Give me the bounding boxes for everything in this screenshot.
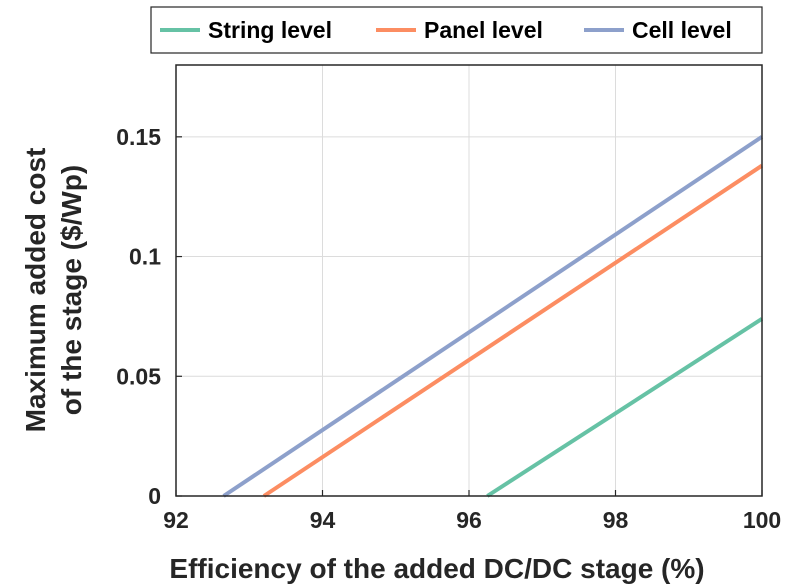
series-line-cell-level <box>222 135 764 498</box>
y-axis-title-line-2: of the stage ($/Wp) <box>56 165 87 415</box>
y-axis-title-line-1: Maximum added cost <box>20 148 51 433</box>
y-tick-label: 0.05 <box>116 363 161 389</box>
x-axis-title: Efficiency of the added DC/DC stage (%) <box>169 553 704 584</box>
legend-label-panel-level: Panel level <box>424 17 543 43</box>
y-axis-title: Maximum added cost of the stage ($/Wp) <box>20 148 87 433</box>
grid <box>176 65 762 496</box>
legend-label-string-level: String level <box>208 17 332 43</box>
y-tick-label: 0.1 <box>129 244 161 270</box>
x-tick-label: 92 <box>163 507 189 533</box>
y-tick-label: 0.15 <box>116 124 161 150</box>
legend-box <box>150 6 763 54</box>
series-lines <box>222 135 764 498</box>
legend-label-cell-level: Cell level <box>632 17 732 43</box>
x-tick-label: 100 <box>743 507 781 533</box>
legend: String level Panel level Cell level <box>150 6 763 54</box>
x-tick-label: 96 <box>456 507 482 533</box>
series-line-panel-level <box>262 163 764 498</box>
y-axis-ticks: 0 0.05 0.1 0.15 <box>116 124 182 509</box>
series-line-string-level <box>486 317 764 498</box>
x-tick-label: 98 <box>603 507 629 533</box>
x-axis-ticks: 92 94 96 98 100 <box>163 490 781 533</box>
x-tick-label: 94 <box>310 507 336 533</box>
y-tick-label: 0 <box>148 483 161 509</box>
